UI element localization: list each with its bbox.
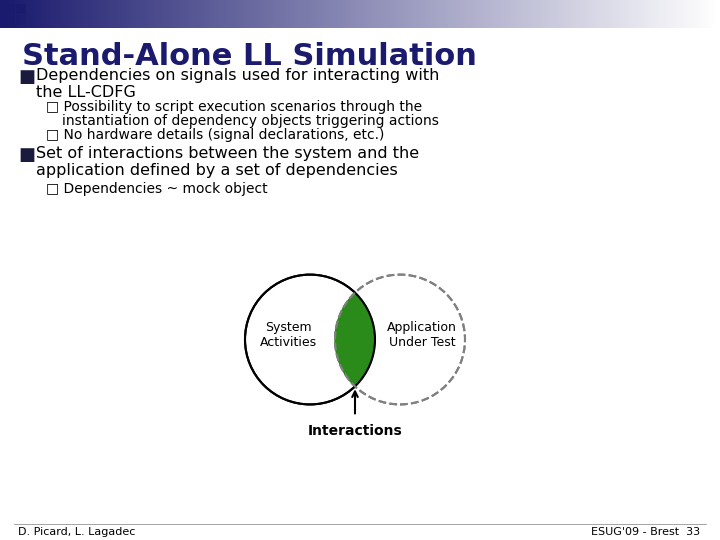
Text: D. Picard, L. Lagadec: D. Picard, L. Lagadec (18, 527, 135, 537)
Text: System
Activities: System Activities (259, 321, 317, 348)
Text: Set of interactions between the system and the
application defined by a set of d: Set of interactions between the system a… (36, 146, 419, 178)
Text: ESUG'09 - Brest  33: ESUG'09 - Brest 33 (591, 527, 700, 537)
Text: □ No hardware details (signal declarations, etc.): □ No hardware details (signal declaratio… (46, 128, 384, 142)
Circle shape (245, 275, 375, 404)
Text: □ Dependencies ~ mock object: □ Dependencies ~ mock object (46, 182, 268, 195)
Text: ■: ■ (18, 68, 35, 86)
Text: ■: ■ (18, 146, 35, 164)
Bar (5, 4, 15, 14)
Text: Interactions: Interactions (307, 424, 402, 438)
Text: Application
Under Test: Application Under Test (387, 321, 457, 348)
Polygon shape (335, 293, 375, 386)
Bar (16, 4, 26, 14)
Bar (5, 15, 15, 25)
Circle shape (335, 275, 465, 404)
Bar (16, 15, 26, 25)
Text: □ Possibility to script execution scenarios through the: □ Possibility to script execution scenar… (46, 100, 422, 114)
Text: Stand-Alone LL Simulation: Stand-Alone LL Simulation (22, 42, 477, 71)
Text: Dependencies on signals used for interacting with
the LL-CDFG: Dependencies on signals used for interac… (36, 68, 439, 100)
Text: instantiation of dependency objects triggering actions: instantiation of dependency objects trig… (62, 114, 439, 128)
